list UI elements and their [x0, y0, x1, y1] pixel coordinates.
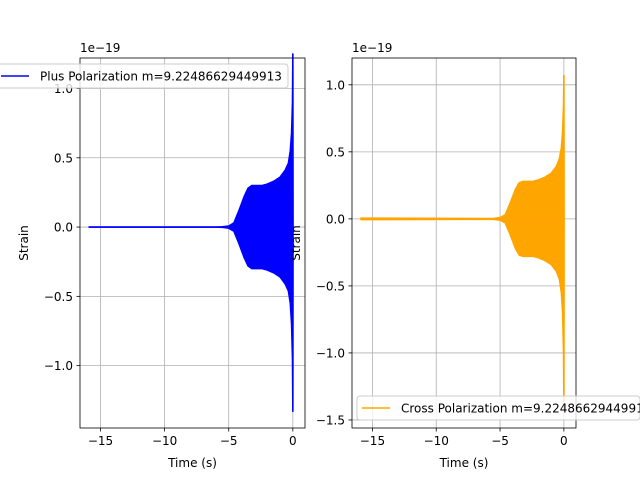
x-tick-label: −15 [360, 434, 385, 448]
offset-text: 1e−19 [352, 41, 392, 55]
x-tick-label: −5 [220, 434, 238, 448]
y-axis-label: Strain [289, 225, 303, 261]
legend-frame [0, 63, 289, 89]
legend: Plus Polarization m=9.22486629449913 [0, 63, 289, 89]
y-tick-label: −0.5 [316, 279, 345, 293]
x-tick-label: 0 [560, 434, 568, 448]
y-tick-label: 0.0 [54, 221, 73, 235]
y-tick-label: 0.5 [54, 151, 73, 165]
y-tick-label: 1.0 [326, 78, 345, 92]
legend: Cross Polarization m=9.22486629449913 [356, 395, 640, 421]
y-axis-label: Strain [17, 225, 31, 261]
y-tick-label: 0.0 [326, 212, 345, 226]
x-tick-label: 0 [289, 434, 297, 448]
y-tick-label: −1.0 [44, 359, 73, 373]
x-tick-label: −5 [491, 434, 509, 448]
axes-frame [351, 57, 577, 429]
x-axis-label: Time (s) [439, 456, 489, 470]
offset-text: 1e−19 [80, 41, 120, 55]
x-tick-label: −10 [424, 434, 449, 448]
series-2-waveform [360, 74, 565, 410]
axes-2: −15 −10 −5 0 −1.5 −1.0 −0.5 0.0 0.5 1.0 1e−19 Time … [289, 41, 640, 470]
x-tick-label: −10 [152, 434, 177, 448]
y-tick-label: −0.5 [44, 290, 73, 304]
y-tick-label: −1.5 [316, 413, 345, 427]
y-tick-label: 0.5 [326, 145, 345, 159]
axes-frame [79, 57, 306, 429]
legend-frame [356, 395, 640, 421]
series-1-waveform [88, 53, 294, 413]
legend-label: Plus Polarization m=9.22486629449913 [40, 70, 282, 84]
legend-label: Cross Polarization m=9.22486629449913 [401, 402, 640, 416]
x-axis-label: Time (s) [167, 456, 217, 470]
x-tick-label: −15 [88, 434, 113, 448]
y-tick-label: −1.0 [316, 346, 345, 360]
